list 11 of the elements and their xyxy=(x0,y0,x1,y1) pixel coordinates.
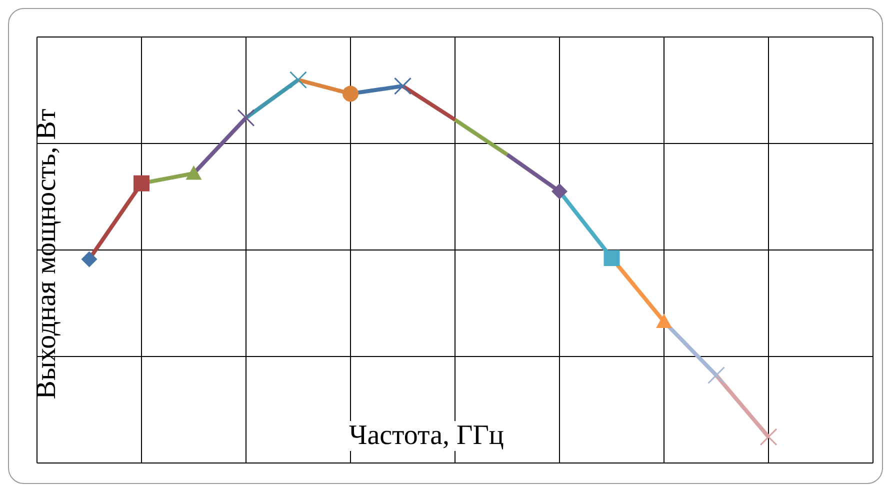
point xyxy=(290,71,307,89)
x-axis-title: Частота, ГГц xyxy=(349,420,504,451)
point xyxy=(604,250,620,266)
point xyxy=(237,109,255,127)
point xyxy=(81,251,98,268)
point xyxy=(394,77,412,95)
point xyxy=(342,86,358,102)
point xyxy=(552,183,568,200)
point xyxy=(134,175,150,192)
point xyxy=(760,428,778,446)
point xyxy=(708,366,725,384)
